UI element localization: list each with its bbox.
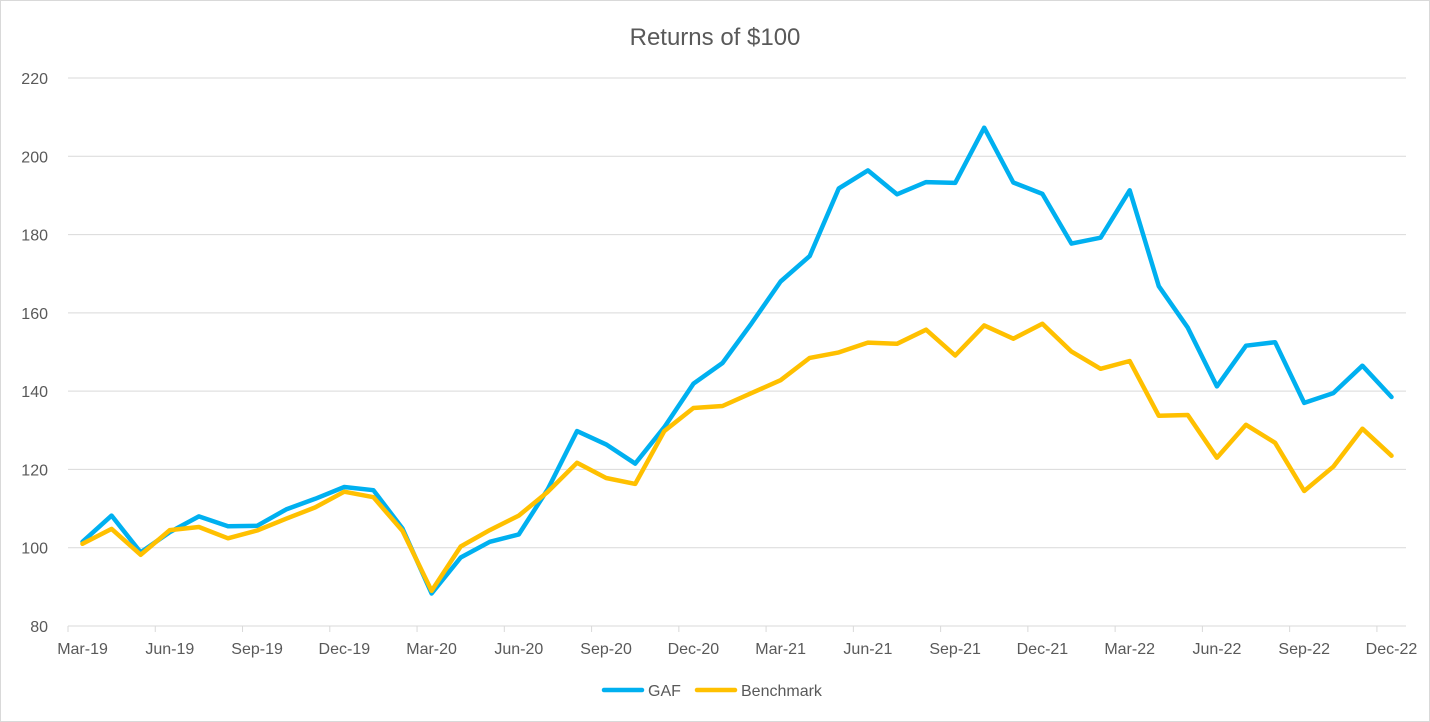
x-tick-label: Jun-19 [145, 641, 194, 658]
series-line-benchmark [80, 321, 1394, 594]
y-tick-label: 200 [21, 149, 48, 166]
y-tick-label: 80 [30, 619, 48, 636]
x-tick-label: Jun-21 [843, 641, 892, 658]
series-lines [80, 125, 1394, 596]
legend-label-gaf: GAF [648, 683, 681, 700]
x-tick-label: Sep-20 [580, 641, 632, 658]
x-tick-label: Jun-22 [1192, 641, 1241, 658]
legend: GAF Benchmark [601, 683, 823, 700]
chart-title: Returns of $100 [630, 24, 801, 51]
x-tick-label: Sep-21 [929, 641, 981, 658]
y-tick-label: 100 [21, 541, 48, 558]
x-tick-label: Mar-20 [406, 641, 457, 658]
x-tick-label: Dec-22 [1366, 641, 1418, 658]
x-tick-label: Mar-21 [755, 641, 806, 658]
x-tick-label: Sep-22 [1278, 641, 1330, 658]
legend-label-benchmark: Benchmark [741, 683, 823, 700]
gridlines [68, 77, 1406, 627]
y-tick-label: 220 [21, 71, 48, 88]
x-tick-label: Dec-21 [1017, 641, 1069, 658]
x-tick-label: Sep-19 [231, 641, 283, 658]
x-tick-label: Jun-20 [494, 641, 543, 658]
x-tick-label: Dec-19 [319, 641, 371, 658]
y-tick-label: 140 [21, 384, 48, 401]
series-line-gaf [80, 125, 1394, 596]
y-tick-label: 180 [21, 228, 48, 245]
x-tick-label: Mar-22 [1104, 641, 1155, 658]
x-tick-label: Dec-20 [668, 641, 720, 658]
y-tick-label: 120 [21, 462, 48, 479]
y-tick-label: 160 [21, 306, 48, 323]
x-axis: Mar-19 Jun-19 Sep-19 Dec-19 Mar-20 Jun-20 Sep-… [57, 625, 1418, 658]
y-axis: 80 100 120 140 160 180 200 220 [21, 71, 48, 636]
x-tick-label: Mar-19 [57, 641, 108, 658]
